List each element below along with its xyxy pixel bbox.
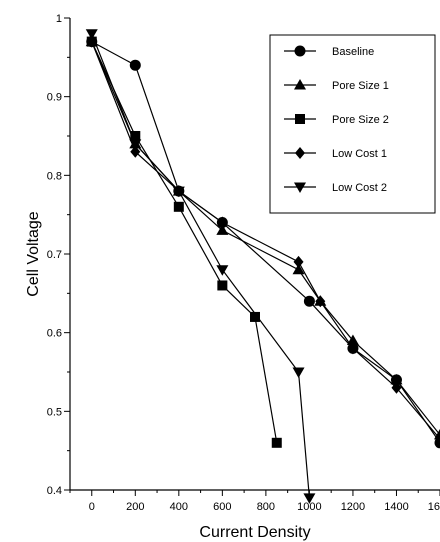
y-tick-label: 0.7 [47,249,62,261]
data-point [172,186,185,198]
x-tick-label: 200 [126,501,144,513]
legend-label: Pore Size 1 [332,80,389,92]
data-point [303,493,316,504]
y-tick-label: 0.6 [47,328,62,340]
data-point [217,216,228,229]
data-point [271,437,282,448]
legend-item: Low Cost 1 [284,147,387,160]
legend-item: Baseline [284,45,374,58]
x-axis-title: Current Density [199,524,310,541]
data-point [292,263,305,275]
data-point [390,373,403,385]
y-tick-label: 1 [56,13,62,25]
x-tick-label: 1000 [297,501,321,513]
legend-marker [294,182,306,193]
data-point [347,342,358,355]
data-point [216,265,229,276]
x-tick-label: 1400 [384,501,408,513]
legend: Baseline Pore Size 1 Pore Size 2 Low Cost 1… [269,34,436,214]
legend-marker [295,147,305,159]
x-tick-label: 800 [257,501,275,513]
x-tick-label: 400 [170,501,188,513]
data-point [129,139,142,150]
ticks: 0 200 400 600 800 1000 1200 1400 1600 0.4 0.5 0.6 0.… [47,13,440,513]
legend-marker [294,79,306,90]
y-axis-title: Cell Voltage [25,211,42,296]
legend-label: Low Cost 1 [332,148,387,160]
x-tick-label: 0 [89,501,95,513]
y-tick-label: 0.8 [47,170,62,182]
series-line [91,41,278,443]
series-layer [85,29,440,504]
y-tick-label: 0.5 [47,406,62,418]
data-point [216,224,229,235]
legend-label: Low Cost 2 [332,182,387,194]
data-point [250,311,260,322]
data-point [130,131,141,141]
series-line [91,41,440,444]
data-point [217,280,228,291]
data-point [129,59,141,71]
data-point [391,381,402,394]
data-point [85,29,98,40]
legend-item: Pore Size 1 [284,79,389,92]
series-low-cost-2 [85,29,316,504]
data-point [303,295,315,307]
data-point [346,334,359,346]
data-point [315,295,326,308]
legend-item: Low Cost 2 [284,182,387,194]
y-tick-label: 0.4 [47,485,62,497]
x-tick-label: 1600 [428,501,440,513]
legend-item: Pore Size 2 [284,114,389,126]
data-point [173,201,184,212]
legend-label: Pore Size 2 [332,114,389,126]
data-point [292,367,305,378]
x-tick-label: 600 [213,501,231,513]
legend-label: Baseline [332,46,374,58]
data-point [435,432,440,445]
series-line [91,33,311,498]
data-point [293,255,304,268]
y-tick-label: 0.9 [47,92,62,104]
data-point [130,145,141,158]
legend-marker [295,114,305,124]
x-tick-label: 1200 [341,501,365,513]
legend-marker [294,45,306,57]
